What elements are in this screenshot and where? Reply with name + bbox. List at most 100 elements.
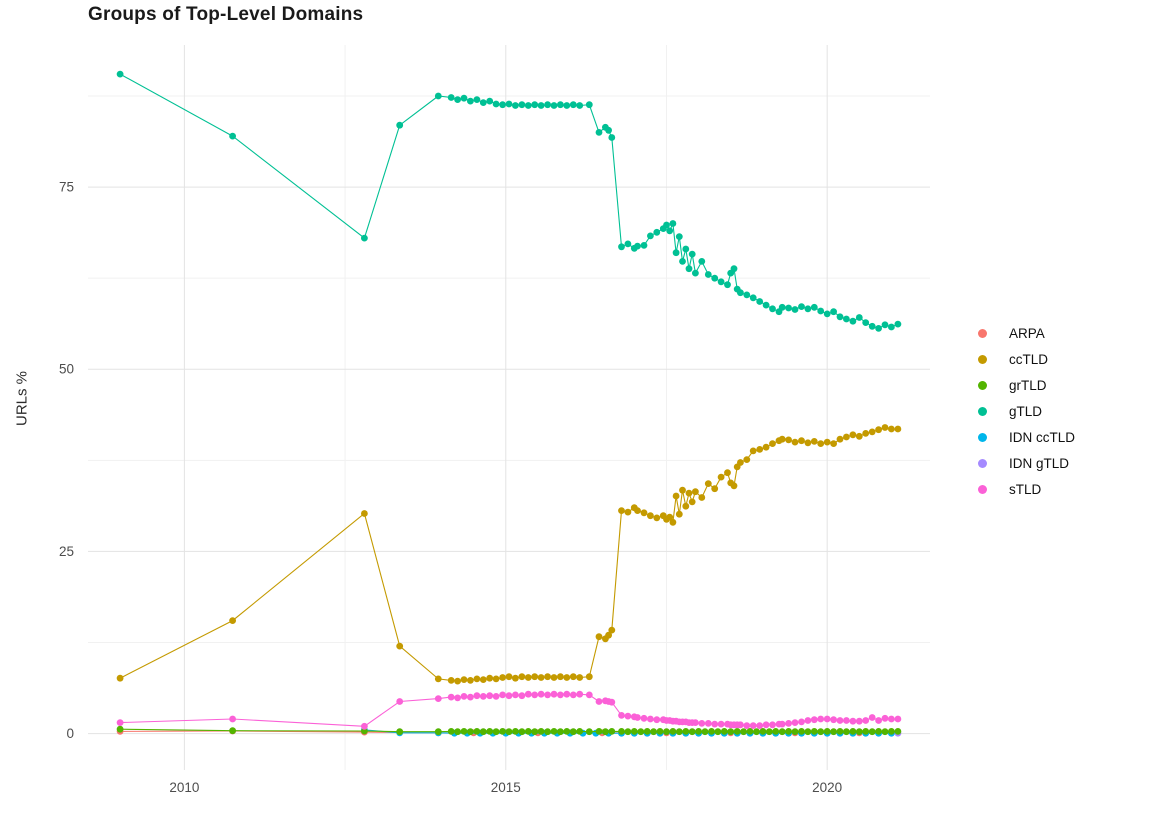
data-point — [894, 715, 902, 723]
data-point — [634, 242, 641, 250]
data-point — [550, 728, 558, 735]
data-point — [688, 498, 696, 506]
data-point — [785, 728, 792, 735]
data-point — [666, 513, 674, 521]
data-point — [499, 691, 506, 699]
data-point — [447, 693, 455, 701]
data-point — [672, 249, 680, 257]
data-point — [512, 674, 519, 682]
legend-swatch-icon — [978, 354, 987, 364]
data-point — [361, 510, 368, 517]
data-point — [894, 425, 902, 433]
data-point — [505, 673, 513, 681]
data-point — [531, 673, 539, 681]
data-point — [778, 720, 786, 728]
data-point — [756, 446, 764, 453]
data-point — [524, 728, 532, 735]
data-point — [717, 278, 725, 286]
data-point — [492, 100, 500, 108]
data-point — [762, 301, 770, 309]
data-point — [486, 97, 494, 105]
data-point — [868, 428, 876, 436]
data-point — [361, 722, 368, 730]
data-point — [647, 715, 654, 723]
series-stld — [116, 690, 902, 730]
data-point — [817, 307, 825, 315]
data-point — [875, 717, 882, 724]
data-point — [743, 722, 751, 729]
data-point — [563, 690, 571, 698]
data-point — [361, 727, 368, 735]
data-point — [605, 631, 612, 639]
data-point — [855, 728, 863, 736]
legend-label: grTLD — [1009, 377, 1047, 393]
data-point — [804, 439, 812, 447]
legend-swatch-icon — [978, 406, 987, 416]
data-point — [672, 492, 680, 500]
data-point — [849, 728, 857, 735]
data-point — [778, 435, 786, 443]
data-point — [749, 722, 757, 729]
data-point — [798, 303, 805, 310]
data-point — [544, 728, 551, 736]
data-point — [518, 101, 526, 109]
data-point — [643, 728, 651, 735]
legend-swatch-icon — [978, 458, 987, 468]
data-point — [595, 698, 603, 705]
data-point — [675, 233, 683, 241]
data-point — [698, 494, 706, 501]
y-axis-label: URLs % — [13, 371, 31, 427]
legend-item-idn-cctld: IDN ccTLD — [978, 424, 1075, 450]
data-point — [618, 712, 625, 719]
data-point — [624, 240, 632, 248]
data-point — [830, 440, 837, 447]
data-point — [608, 134, 616, 141]
data-point — [479, 676, 487, 683]
data-point — [855, 314, 863, 321]
data-point — [569, 691, 577, 699]
data-point — [653, 716, 661, 724]
data-point — [881, 424, 889, 431]
data-point — [888, 715, 895, 723]
data-point — [486, 728, 494, 735]
data-point — [772, 728, 780, 735]
data-point — [704, 271, 712, 278]
data-point — [634, 714, 641, 721]
data-point — [605, 126, 612, 134]
data-point — [512, 102, 519, 109]
data-point — [688, 728, 696, 736]
data-point — [756, 722, 764, 729]
data-point — [810, 728, 818, 735]
data-point — [817, 440, 825, 447]
data-point — [544, 101, 551, 109]
data-point — [675, 510, 683, 518]
data-point — [569, 101, 577, 109]
data-point — [396, 121, 404, 129]
data-point — [740, 728, 747, 736]
data-point — [749, 294, 757, 302]
series-grtld — [116, 725, 902, 736]
data-point — [473, 675, 481, 683]
data-point — [791, 719, 799, 726]
series-gtld — [116, 70, 902, 332]
data-point — [692, 269, 699, 277]
data-point — [778, 728, 786, 736]
data-point — [836, 728, 844, 735]
data-point — [685, 489, 693, 497]
data-point — [737, 289, 744, 297]
legend-item-arpa: ARPA — [978, 320, 1075, 346]
legend-label: gTLD — [1009, 403, 1043, 419]
data-point — [862, 319, 870, 326]
data-point — [595, 728, 603, 735]
data-point — [817, 715, 825, 723]
legend-label: ARPA — [1009, 325, 1045, 341]
data-point — [447, 728, 455, 735]
data-point — [518, 673, 526, 681]
data-point — [585, 691, 593, 699]
data-point — [634, 507, 641, 514]
data-point — [778, 303, 786, 311]
y-tick-label: 0 — [66, 726, 74, 741]
data-point — [460, 94, 468, 102]
data-point — [569, 673, 577, 681]
series-cctld — [116, 424, 902, 685]
